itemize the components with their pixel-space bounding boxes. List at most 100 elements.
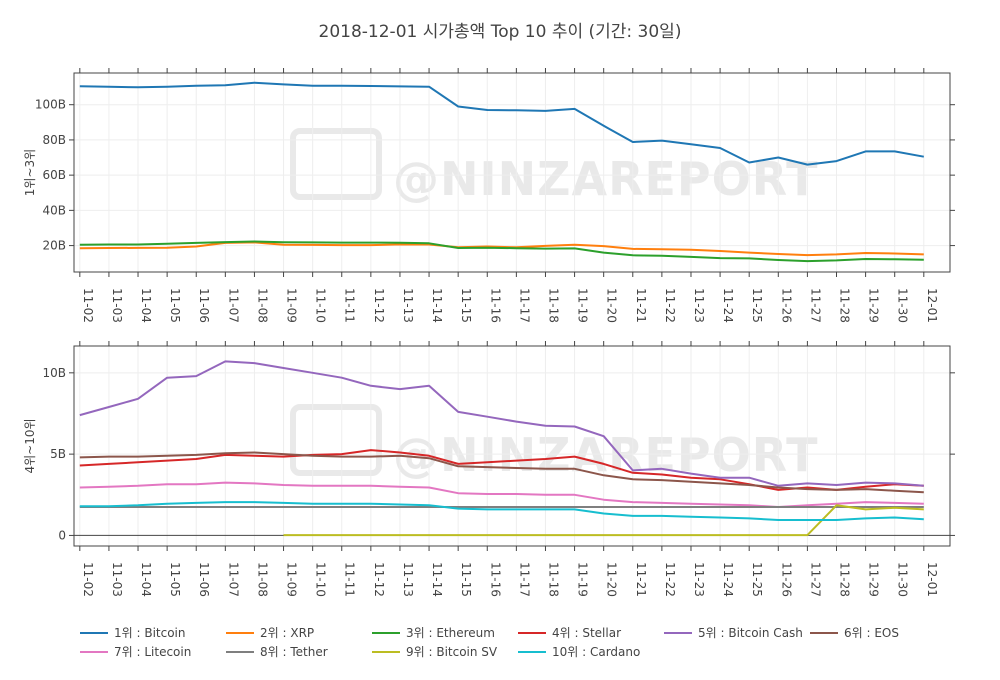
x-tick-label: 11-06 <box>197 562 211 597</box>
x-tick-label: 11-29 <box>867 288 881 323</box>
x-tick-label: 11-08 <box>255 288 269 323</box>
legend-item[interactable]: 9위 : Bitcoin SV <box>372 643 497 660</box>
legend-label: 3위 : Ethereum <box>406 626 495 640</box>
x-tick-label: 11-09 <box>285 562 299 597</box>
x-tick-label: 11-08 <box>255 562 269 597</box>
legend-label: 5위 : Bitcoin Cash <box>698 626 803 640</box>
series-line <box>79 449 924 491</box>
x-tick-label: 11-23 <box>692 288 706 323</box>
legend-item[interactable]: 1위 : Bitcoin <box>80 624 186 641</box>
x-tick-label: 11-18 <box>546 562 560 597</box>
x-tick-label: 11-07 <box>226 562 240 597</box>
legend-swatch <box>518 650 546 653</box>
x-tick-label: 11-03 <box>110 562 124 597</box>
x-tick-label: 11-02 <box>81 288 95 323</box>
legend-item[interactable]: 8위 : Tether <box>226 643 328 660</box>
plot-bottom: 0 5B 10B 11-02 11-03 11-04 11-05 11-06 11-07 11-0… <box>23 341 955 597</box>
y-tick-label: 10B <box>42 366 66 380</box>
monitor-icon <box>290 128 382 200</box>
x-tick-label: 11-22 <box>663 288 677 323</box>
x-tick-label: 11-13 <box>401 288 415 323</box>
x-tick-label: 11-03 <box>110 288 124 323</box>
legend-swatch <box>226 631 254 634</box>
x-tick-label: 11-27 <box>808 288 822 323</box>
x-tick-label: 11-04 <box>139 562 153 597</box>
plot-top: 20B 40B 60B 80B 100B 11-02 11-03 11-04 11-05 11-0… <box>23 68 955 323</box>
x-tick-label: 11-19 <box>576 562 590 597</box>
x-tick-label: 11-15 <box>459 288 473 323</box>
x-tick-label: 11-22 <box>663 562 677 597</box>
x-tick-label: 11-26 <box>779 562 793 597</box>
x-tick-label: 11-29 <box>867 562 881 597</box>
legend-swatch <box>664 631 692 634</box>
y-tick-label: 20B <box>42 239 66 253</box>
legend-swatch <box>518 631 546 634</box>
series-line <box>79 451 924 494</box>
x-tick-label: 12-01 <box>925 562 939 597</box>
x-tick-label: 11-21 <box>634 288 648 323</box>
legend-item[interactable]: 2위 : XRP <box>226 624 314 641</box>
x-tick-label: 11-17 <box>517 288 531 323</box>
x-tick-label: 11-26 <box>779 288 793 323</box>
x-tick-label: 11-04 <box>139 288 153 323</box>
x-tick-label: 11-16 <box>488 562 502 597</box>
x-tick-label: 11-10 <box>314 562 328 597</box>
y-tick-label: 100B <box>35 98 66 112</box>
legend-label: 7위 : Litecoin <box>114 645 192 659</box>
x-tick-label: 11-05 <box>168 562 182 597</box>
x-tick-label: 11-07 <box>226 288 240 323</box>
series-line <box>79 241 924 257</box>
x-tick-label: 11-25 <box>750 288 764 323</box>
x-tick-label: 11-28 <box>837 562 851 597</box>
x-tick-label: 11-17 <box>517 562 531 597</box>
x-tick-label: 11-13 <box>401 562 415 597</box>
x-tick-label: 11-20 <box>605 288 619 323</box>
legend-item[interactable]: 4위 : Stellar <box>518 624 621 641</box>
y-tick-label: 60B <box>42 168 66 182</box>
x-tick-label: 11-24 <box>721 562 735 597</box>
legend-swatch <box>80 631 108 634</box>
x-tick-label: 11-18 <box>546 288 560 323</box>
y-axis-label: 4위~10위 <box>23 418 37 473</box>
x-tick-label: 11-11 <box>343 562 357 597</box>
legend-item[interactable]: 10위 : Cardano <box>518 643 640 660</box>
x-tick-label: 11-15 <box>459 562 473 597</box>
legend-swatch <box>372 631 400 634</box>
x-tick-label: 11-06 <box>197 288 211 323</box>
x-tick-label: 11-12 <box>372 562 386 597</box>
series-line <box>79 240 924 263</box>
series-line <box>79 360 924 487</box>
legend-swatch <box>810 631 838 634</box>
legend-item[interactable]: 6위 : EOS <box>810 624 899 641</box>
x-tick-label: 11-14 <box>430 288 444 323</box>
x-tick-label: 11-25 <box>750 562 764 597</box>
x-tick-label: 11-16 <box>488 288 502 323</box>
x-tick-label: 12-01 <box>925 288 939 323</box>
plot-frame <box>73 345 951 547</box>
y-tick-label: 0 <box>58 528 66 542</box>
legend-swatch <box>80 650 108 653</box>
legend-label: 10위 : Cardano <box>552 645 641 659</box>
x-tick-label: 11-21 <box>634 562 648 597</box>
x-tick-label: 11-27 <box>808 562 822 597</box>
legend-label: 8위 : Tether <box>260 645 328 659</box>
x-tick-label: 11-23 <box>692 562 706 597</box>
x-tick-label: 11-02 <box>81 562 95 597</box>
series-line <box>79 81 924 166</box>
legend-item[interactable]: 7위 : Litecoin <box>80 643 191 660</box>
series-line <box>283 504 924 537</box>
legend-item[interactable]: 5위 : Bitcoin Cash <box>664 624 803 641</box>
legend-item[interactable]: 3위 : Ethereum <box>372 624 495 641</box>
x-tick-label: 11-14 <box>430 562 444 597</box>
y-tick-label: 5B <box>50 447 66 461</box>
x-tick-label: 11-24 <box>721 288 735 323</box>
legend-label: 1위 : Bitcoin <box>114 626 186 640</box>
x-tick-label: 11-30 <box>896 288 910 323</box>
legend-swatch <box>372 650 400 653</box>
y-tick-label: 40B <box>42 203 66 217</box>
x-tick-label: 11-09 <box>285 288 299 323</box>
x-tick-label: 11-20 <box>605 562 619 597</box>
x-tick-label: 11-12 <box>372 288 386 323</box>
monitor-icon <box>290 404 382 476</box>
series-line <box>79 501 924 521</box>
